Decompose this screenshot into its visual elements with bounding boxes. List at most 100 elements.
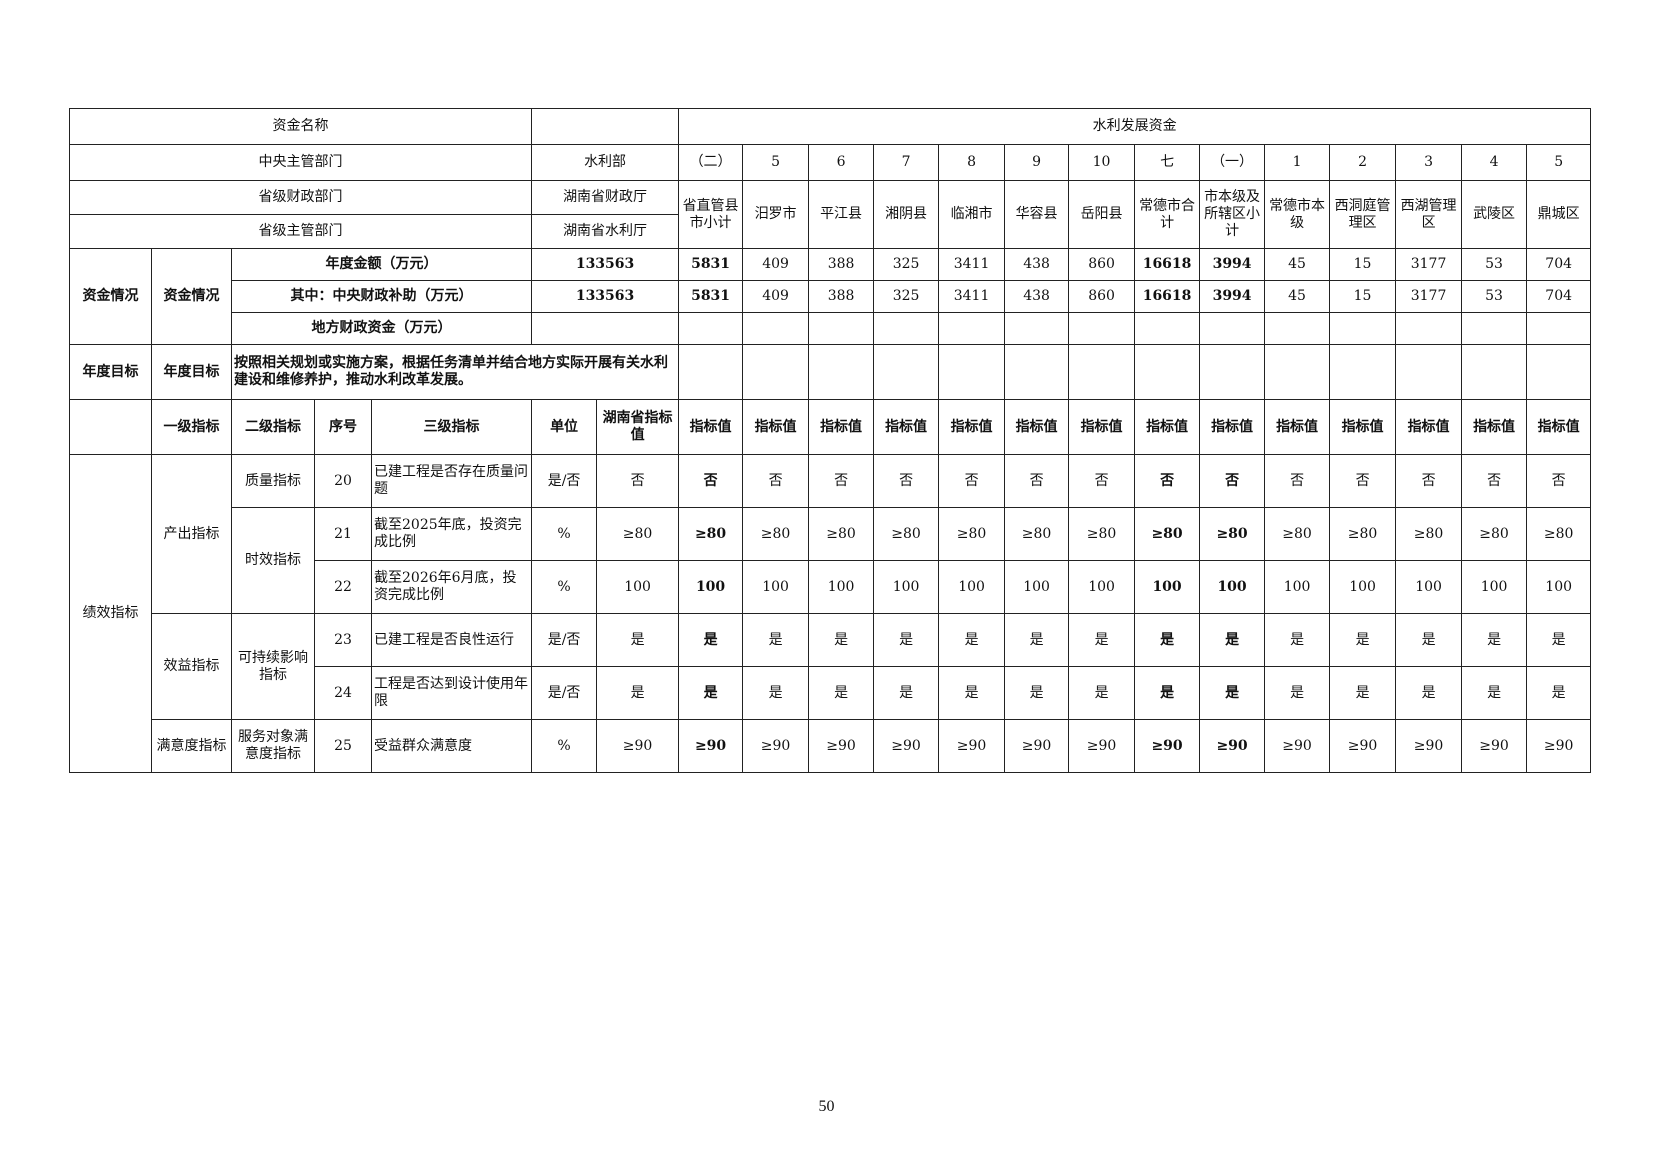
indicator-header-value: 指标值 <box>742 399 810 455</box>
indicator-value: 100 <box>1134 560 1201 614</box>
indicator-seq: 22 <box>314 560 372 614</box>
indicator-value: 是 <box>1004 613 1070 667</box>
annual-amount-value: 325 <box>873 248 940 281</box>
annual-amount-total: 133563 <box>531 248 680 281</box>
indicator-header-value: 指标值 <box>1068 399 1136 455</box>
indicator-value: 100 <box>1526 560 1592 614</box>
local-funds-value <box>1395 312 1463 345</box>
indicator-value: 100 <box>1264 560 1331 614</box>
indicator-value: 100 <box>1004 560 1070 614</box>
indicator-value: ≥80 <box>1004 507 1070 561</box>
indicator-unit: % <box>531 719 598 773</box>
indicator-value: ≥90 <box>1199 719 1266 773</box>
indicator-province-value: ≥80 <box>596 507 680 561</box>
goal-value <box>1329 344 1397 400</box>
group-benefit: 效益指标 <box>151 613 232 720</box>
indicator-value: 否 <box>678 454 744 508</box>
column-number: 9 <box>1004 144 1070 181</box>
column-region-name: 汨罗市 <box>742 180 810 249</box>
table-row: 省级财政部门 湖南省财政厅 省直管县市小计 汨罗市 平江县 湘阴县 临湘市 华容县 岳阳县 常德市… <box>68 180 1592 249</box>
subgroup-timeliness: 时效指标 <box>231 507 315 614</box>
column-number: 4 <box>1461 144 1528 181</box>
indicator-header-value: 指标值 <box>1134 399 1201 455</box>
column-region-name: 市本级及所辖区小计 <box>1199 180 1266 249</box>
indicator-value: 100 <box>938 560 1006 614</box>
column-region-name: 湘阴县 <box>873 180 940 249</box>
indicator-value: 是 <box>742 613 810 667</box>
indicator-name: 受益群众满意度 <box>370 719 533 773</box>
indicator-seq: 25 <box>314 719 372 773</box>
indicator-value: ≥90 <box>1395 719 1463 773</box>
indicator-value: 是 <box>1068 613 1136 667</box>
indicator-value: 否 <box>808 454 875 508</box>
table-row: 其中：中央财政补助（万元） 133563 5831 409 388 325 3411 438 8… <box>70 280 1592 313</box>
performance-target-table: 资金名称 水利发展资金 中央主管部门 水利部 （二） 5 6 7 8 9 10 七（一） 1 2 3 4 5 省级… <box>68 108 1592 773</box>
column-region-name: 常德市合计 <box>1134 180 1201 249</box>
indicator-value: ≥90 <box>678 719 744 773</box>
indicator-value: ≥90 <box>1329 719 1397 773</box>
local-funds-value <box>678 312 744 345</box>
indicator-value: 100 <box>1199 560 1266 614</box>
goal-sub-label: 年度目标 <box>151 344 232 400</box>
group-satisfaction: 满意度指标 <box>151 719 232 773</box>
indicator-province-value: 是 <box>596 666 680 720</box>
indicator-header-seq: 序号 <box>314 399 372 455</box>
indicator-value: 否 <box>1461 454 1528 508</box>
indicator-header-level2: 二级指标 <box>231 399 315 455</box>
indicator-value: 否 <box>1526 454 1592 508</box>
column-number: 10 <box>1068 144 1136 181</box>
indicator-value: 否 <box>1329 454 1397 508</box>
indicator-value: 是 <box>1068 666 1136 720</box>
column-region-name: 常德市本级 <box>1264 180 1331 249</box>
column-region-name: 平江县 <box>808 180 875 249</box>
indicator-value: 是 <box>1395 613 1463 667</box>
table-row: 一级指标 二级指标 序号 三级指标 单位 湖南省指标值 指标值 指标值 指标值 指标值 指标值 指标值… <box>69 399 1592 455</box>
indicator-value: 是 <box>1264 613 1331 667</box>
indicator-value: 是 <box>808 666 875 720</box>
indicator-name: 截至2026年6月底，投资完成比例 <box>370 560 533 614</box>
indicator-unit: % <box>531 507 598 561</box>
column-number: （一） <box>1199 144 1266 181</box>
indicator-header-value: 指标值 <box>678 399 744 455</box>
column-region-name: 西洞庭管理区 <box>1329 180 1397 249</box>
local-funds-value <box>1526 312 1592 345</box>
indicator-value: ≥90 <box>873 719 940 773</box>
central-subsidy-value: 409 <box>742 280 810 313</box>
prov-dept-value: 湖南省水利厅 <box>531 214 680 249</box>
column-region-name: 鼎城区 <box>1526 180 1592 249</box>
indicator-value: 是 <box>1134 666 1201 720</box>
indicator-unit: % <box>531 560 598 614</box>
subgroup-service: 服务对象满意度指标 <box>231 719 315 773</box>
prov-finance-value: 湖南省财政厅 <box>531 180 680 215</box>
indicator-value: 是 <box>678 613 744 667</box>
local-funds-value <box>873 312 940 345</box>
table-row: 时效指标 21 截至2025年底，投资完成比例% ≥80 ≥80 ≥80 ≥80 ≥80 ≥80… <box>70 507 1592 614</box>
central-subsidy-value: 15 <box>1329 280 1397 313</box>
subgroup-sustainable: 可持续影响指标 <box>231 613 315 720</box>
indicator-seq: 21 <box>314 507 372 561</box>
indicator-value: ≥80 <box>678 507 744 561</box>
local-funds-value <box>1461 312 1528 345</box>
column-number: 2 <box>1329 144 1397 181</box>
indicator-value: ≥80 <box>1068 507 1136 561</box>
table-row: 年度目标 年度目标 按照相关规划或实施方案，根据任务清单并结合地方实际开展有关水利建… <box>69 344 1592 400</box>
indicator-header-level1: 一级指标 <box>151 399 232 455</box>
goal-value <box>1134 344 1201 400</box>
indicator-value: 否 <box>1068 454 1136 508</box>
indicator-value: ≥80 <box>938 507 1006 561</box>
indicator-name: 已建工程是否存在质量问题 <box>370 454 533 508</box>
indicator-header-value: 指标值 <box>1461 399 1528 455</box>
indicator-value: ≥90 <box>1068 719 1136 773</box>
central-subsidy-value: 388 <box>808 280 875 313</box>
local-funds-value <box>742 312 810 345</box>
indicator-value: 是 <box>938 666 1006 720</box>
column-region-name: 岳阳县 <box>1068 180 1136 249</box>
indicator-header-unit: 单位 <box>531 399 598 455</box>
indicator-value: 否 <box>1264 454 1331 508</box>
indicator-value: 是 <box>1461 666 1528 720</box>
indicator-value: 是 <box>1199 613 1266 667</box>
indicator-name: 已建工程是否良性运行 <box>370 613 533 667</box>
indicator-header-value: 指标值 <box>1395 399 1463 455</box>
column-region-name: 武陵区 <box>1461 180 1528 249</box>
local-funds-value <box>938 312 1006 345</box>
